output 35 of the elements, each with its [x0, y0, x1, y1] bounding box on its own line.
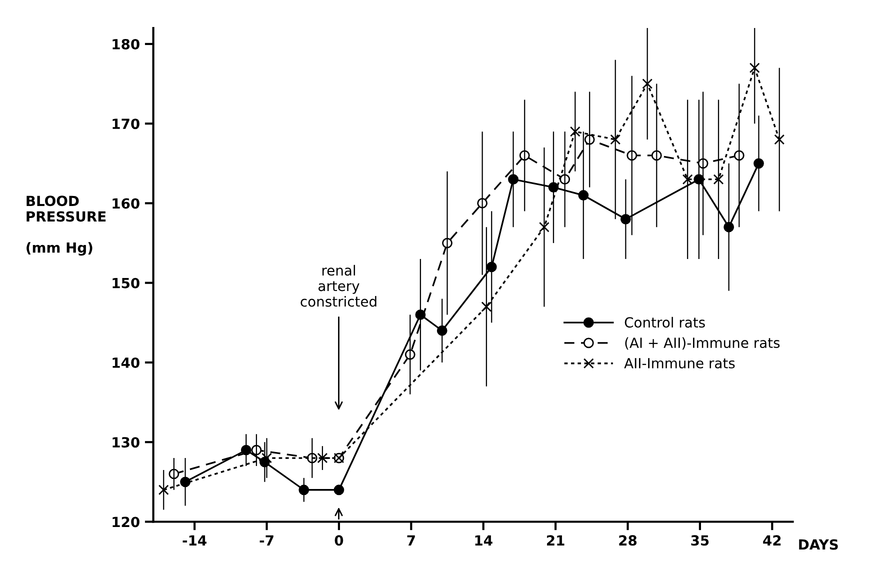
y-tick-label: 160: [112, 198, 140, 209]
x-tick-label: 7: [407, 535, 415, 546]
x-tick-label: 35: [691, 535, 709, 546]
y-tick-label: 180: [112, 38, 140, 50]
x-tick-label: 0: [334, 535, 344, 546]
y-tick-label: 130: [112, 437, 140, 448]
y-tick-label: 150: [112, 278, 140, 288]
x-axis-title: DAYS: [799, 539, 838, 550]
legend-label: (AI + AII)-Immune rats: [625, 337, 780, 350]
x-tick-label: 42: [763, 535, 781, 546]
point: [713, 174, 724, 185]
x-tick-label: 28: [619, 535, 637, 546]
point: [317, 452, 328, 464]
point: [481, 302, 492, 312]
point: [262, 452, 272, 464]
x-tick-label: -14: [182, 535, 206, 546]
point: [570, 126, 580, 137]
point: [539, 222, 550, 232]
point: [610, 134, 621, 145]
point: [642, 78, 653, 89]
y-tick-label: 170: [112, 118, 140, 130]
y-tick-label: 120: [112, 516, 140, 528]
point: [774, 134, 785, 145]
point: [749, 62, 760, 74]
annotation: renal artery constricted: [300, 264, 376, 307]
point: [158, 484, 169, 496]
legend-label: Control rats: [624, 316, 705, 328]
x-tick-label: 14: [475, 535, 492, 546]
point: [334, 484, 344, 496]
legend-label: AII-Immune rats: [624, 358, 735, 368]
x-tick-label: -7: [260, 535, 274, 546]
y-tick-label: 140: [112, 357, 140, 368]
text: BLOOD PRESSURE (mm Hg): [26, 196, 106, 256]
point: [682, 174, 693, 185]
x-tick-label: 21: [546, 535, 564, 546]
